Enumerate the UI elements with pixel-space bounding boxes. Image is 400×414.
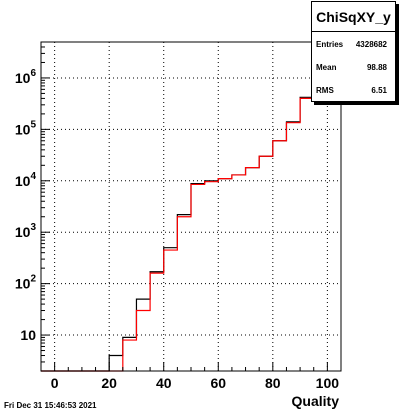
x-tick-label: 100 <box>316 375 340 391</box>
stats-title: ChiSqXY_y <box>312 2 395 32</box>
histogram-series <box>41 55 341 372</box>
x-axis-label: Quality <box>292 393 340 409</box>
stats-value: 98.88 <box>366 63 387 72</box>
timestamp: Fri Dec 31 15:46:53 2021 <box>4 401 97 410</box>
axes: 0 20 40 60 80 100 10 102 103 104 105 106 <box>15 41 342 391</box>
grid-lines <box>41 42 341 371</box>
histogram-series-2 <box>41 55 341 372</box>
y-tick-label: 102 <box>15 274 37 292</box>
stats-value: 4328682 <box>355 40 387 49</box>
x-tick-label: 80 <box>265 375 281 391</box>
stats-row-entries: Entries 4328682 <box>312 32 395 55</box>
y-tick-label: 103 <box>15 222 37 240</box>
stats-row-mean: Mean 98.88 <box>312 55 395 78</box>
x-tick-label: 0 <box>51 375 59 391</box>
y-tick-label: 10 <box>20 327 36 343</box>
y-tick-label: 106 <box>15 68 37 86</box>
y-tick-label: 105 <box>15 119 37 137</box>
y-tick-label: 104 <box>15 171 37 189</box>
stats-box: ChiSqXY_y Entries 4328682 Mean 98.88 RMS… <box>311 1 396 102</box>
stats-row-rms: RMS 6.51 <box>312 78 395 101</box>
stats-value: 6.51 <box>371 86 387 95</box>
stats-label: Mean <box>316 63 337 72</box>
x-tick-label: 40 <box>156 375 172 391</box>
x-tick-label: 20 <box>101 375 117 391</box>
stats-label: RMS <box>316 86 334 95</box>
stats-label: Entries <box>316 40 344 49</box>
x-tick-label: 60 <box>210 375 226 391</box>
